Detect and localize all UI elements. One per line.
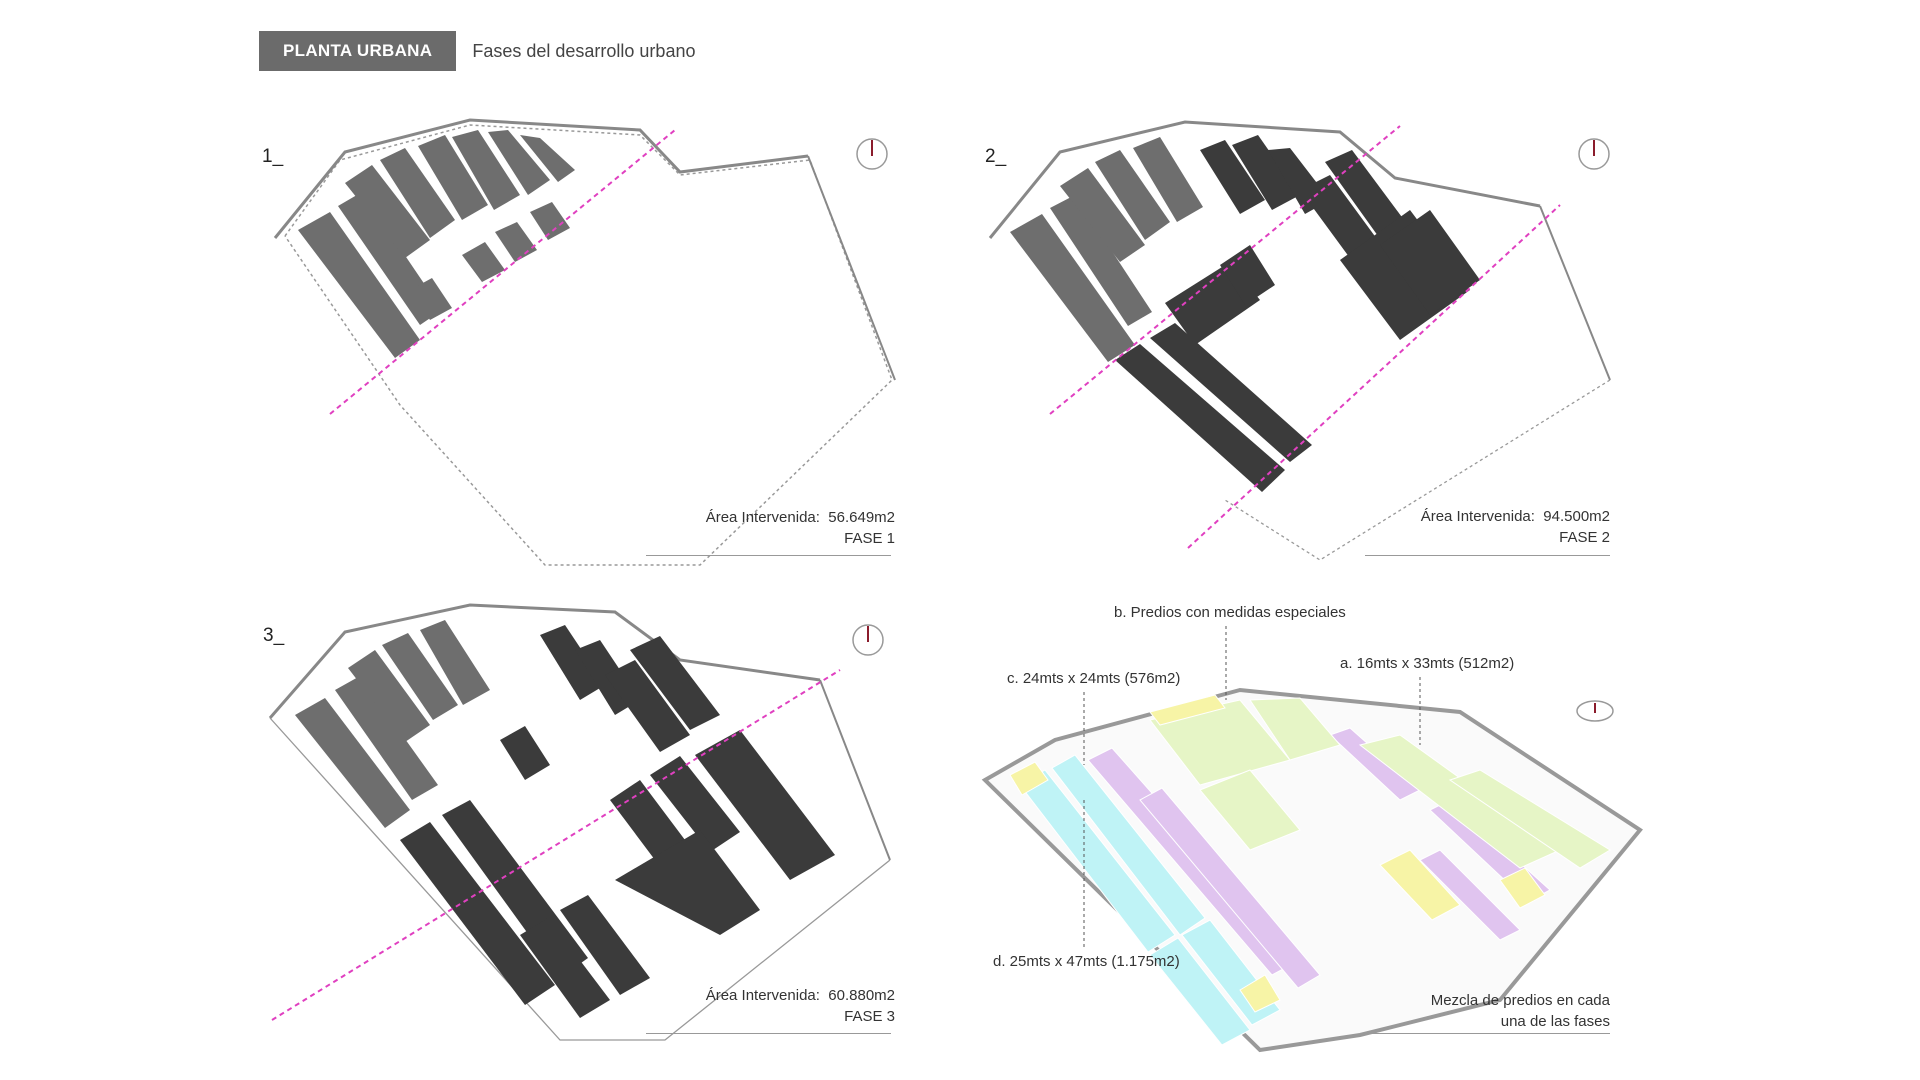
section-subtitle: Fases del desarrollo urbano: [472, 40, 696, 61]
north-icon: [856, 138, 888, 170]
legend-b: b. Predios con medidas especiales: [1114, 604, 1346, 621]
panel-1-phase: FASE 1: [844, 530, 895, 547]
site-outline: [284, 124, 893, 566]
panel-2-rule: [1365, 555, 1610, 556]
phase-line: [1187, 204, 1561, 549]
panel-1-rule: [646, 555, 891, 556]
phase-line: [329, 129, 676, 415]
lot-type-a: [1149, 697, 1611, 869]
legend-d: d. 25mts x 47mts (1.175m2): [993, 953, 1180, 970]
lot-type-d: [1019, 754, 1281, 1046]
site-border: [273, 118, 809, 239]
phase-1-blocks: [1010, 137, 1203, 362]
panel-3-rule: [646, 1033, 891, 1034]
header: PLANTA URBANA Fases del desarrollo urban…: [259, 31, 695, 71]
legend-a: a. 16mts x 33mts (512m2): [1340, 655, 1515, 672]
phase-2-3-blocks: [400, 625, 835, 1018]
panel-4-rule: [1365, 1033, 1610, 1034]
north-icon: [1576, 700, 1614, 722]
phase-line: [271, 669, 841, 1021]
lot-type-b: [1009, 694, 1546, 1013]
panel-2-number: 2_: [985, 146, 1007, 167]
north-icon: [1578, 138, 1610, 170]
section-badge: PLANTA URBANA: [259, 31, 457, 71]
panel-2-phase: FASE 2: [1559, 529, 1610, 546]
panel-3-info: Área Intervenida: 60.880m2 FASE 3: [620, 985, 895, 1027]
site-border: [988, 120, 1541, 239]
north-icon: [852, 624, 884, 656]
panel-1-number: 1_: [262, 146, 284, 167]
phase-2-blocks: [1115, 135, 1480, 492]
legend-note: Mezcla de predios en cada una de las fas…: [1430, 992, 1610, 1030]
legend-leaders: [1083, 626, 1421, 950]
panel-3-number: 3_: [263, 625, 285, 646]
panel-2-info: Área Intervenida: 94.500m2 FASE 2: [1340, 506, 1610, 548]
panel-3-phase: FASE 3: [844, 1008, 895, 1025]
panel-1-info: Área Intervenida: 56.649m2 FASE 1: [620, 507, 895, 549]
phase-line: [1049, 125, 1401, 415]
phase-1-blocks: [295, 620, 490, 828]
phase-1-blocks: [298, 130, 575, 358]
site-border: [268, 603, 821, 719]
legend-c: c. 24mts x 24mts (576m2): [1007, 670, 1181, 687]
